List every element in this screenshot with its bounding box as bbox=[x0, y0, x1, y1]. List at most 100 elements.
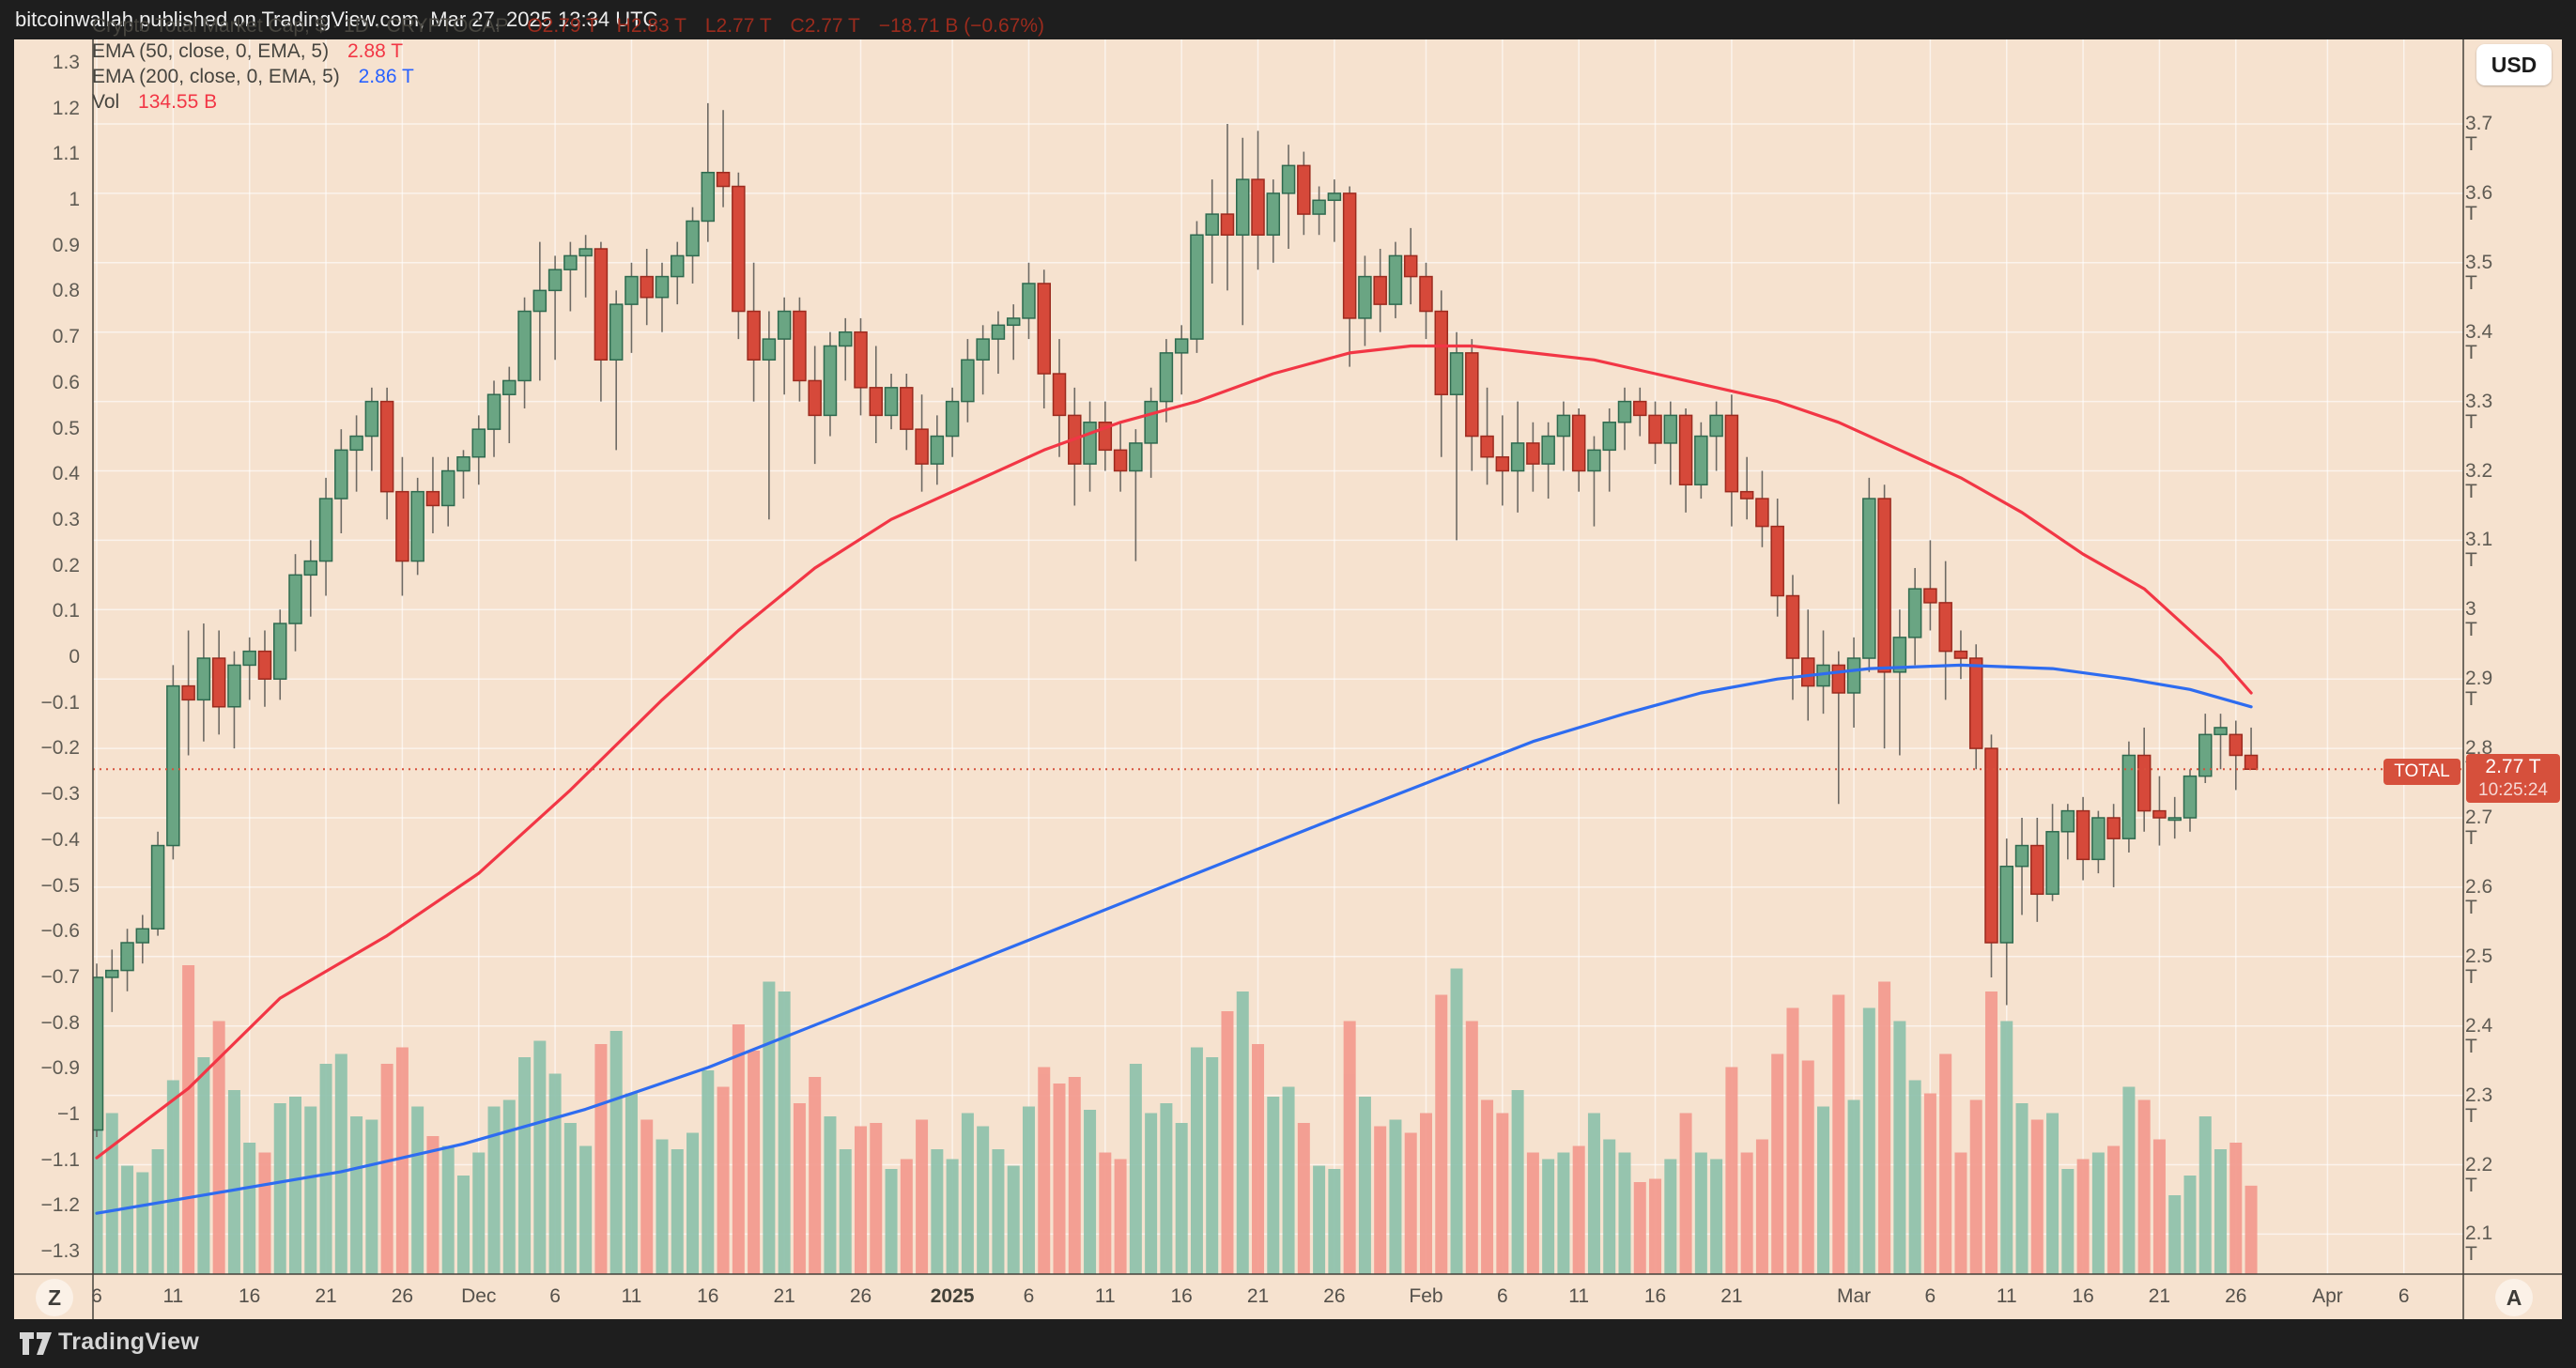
candle bbox=[395, 456, 409, 596]
candle bbox=[1892, 609, 1907, 756]
candle-body-up bbox=[2060, 809, 2075, 833]
candle bbox=[838, 317, 853, 381]
candle bbox=[655, 262, 670, 332]
candle bbox=[640, 249, 654, 326]
candle bbox=[1694, 422, 1708, 500]
volume-bar-up bbox=[961, 1113, 974, 1274]
candle bbox=[1953, 630, 1968, 680]
candle bbox=[1984, 734, 1998, 977]
legend-volume-row[interactable]: Vol 134.55 B bbox=[92, 89, 1044, 115]
candle bbox=[1480, 387, 1494, 485]
candle bbox=[1648, 401, 1662, 465]
candle bbox=[1373, 249, 1387, 332]
candle-body-up bbox=[1022, 283, 1036, 319]
ohlc-change: −18.71 B (−0.67%) bbox=[878, 15, 1044, 37]
candle bbox=[440, 456, 455, 527]
candle-body-down bbox=[1403, 254, 1418, 278]
left-axis-tick-label: 0.1 bbox=[52, 600, 80, 623]
volume-series bbox=[93, 965, 2258, 1274]
time-axis-tick-label: 11 bbox=[1568, 1285, 1590, 1307]
volume-bar-up bbox=[1862, 1007, 1875, 1274]
volume-bar-up bbox=[656, 1139, 669, 1274]
volume-bar-up bbox=[441, 1145, 455, 1274]
candle bbox=[548, 255, 563, 361]
candle bbox=[1358, 255, 1372, 346]
time-axis-tick-label: Apr bbox=[2312, 1285, 2343, 1307]
volume-bar-down bbox=[1465, 1021, 1478, 1274]
left-axis-tick-label: 1.3 bbox=[52, 51, 80, 73]
currency-unit-button[interactable]: USD bbox=[2476, 44, 2552, 85]
candle-body-down bbox=[211, 657, 226, 708]
candle bbox=[1037, 269, 1051, 408]
time-axis-tick-label: 6 bbox=[1496, 1285, 1508, 1307]
volume-bar-down bbox=[717, 1086, 730, 1274]
candle bbox=[1083, 401, 1097, 492]
left-axis-tick-label: −0.2 bbox=[40, 737, 80, 760]
candle bbox=[532, 241, 548, 381]
volume-bar-up bbox=[365, 1119, 378, 1274]
candle bbox=[900, 374, 914, 451]
candle-body-down bbox=[1877, 498, 1891, 673]
volume-bar-up bbox=[1267, 1097, 1280, 1274]
volume-bar-down bbox=[1755, 1139, 1768, 1274]
candle bbox=[1923, 540, 1937, 631]
candle bbox=[1068, 387, 1082, 506]
candle bbox=[609, 290, 624, 451]
candle bbox=[349, 415, 363, 492]
legend-main-row[interactable]: Crypto Total Market Cap, $ · 1D · CRYPTO… bbox=[92, 13, 1044, 38]
left-axis-tick-label: −0.3 bbox=[40, 783, 80, 806]
left-axis-tick-label: −1.1 bbox=[40, 1148, 80, 1171]
volume-bar-up bbox=[136, 1172, 149, 1274]
candle bbox=[334, 429, 348, 534]
time-axis-tick-label: 11 bbox=[1094, 1285, 1116, 1307]
hint-badge-a: A bbox=[2495, 1279, 2533, 1316]
candle bbox=[303, 540, 318, 617]
volume-bar-down bbox=[1114, 1159, 1127, 1274]
volume-bar-up bbox=[1206, 1057, 1219, 1274]
volume-bar-up bbox=[1893, 1021, 1906, 1274]
candle-body-down bbox=[640, 275, 654, 299]
ema200-value: 2.86 T bbox=[358, 66, 414, 87]
volume-bar-up bbox=[533, 1040, 547, 1274]
footer-bar: TradingView bbox=[0, 1319, 2576, 1368]
left-axis-tick-label: −0.1 bbox=[40, 691, 80, 714]
volume-bar-down bbox=[1496, 1113, 1509, 1274]
candle bbox=[211, 630, 226, 735]
left-axis-tick-label: 1 bbox=[69, 189, 80, 210]
volume-bar-up bbox=[166, 1080, 179, 1274]
candle-body-down bbox=[2136, 754, 2152, 812]
candle-body-up bbox=[976, 338, 990, 361]
candle-body-down bbox=[1800, 657, 1815, 687]
candle bbox=[1800, 609, 1815, 721]
candle bbox=[502, 366, 517, 443]
volume-bar-up bbox=[289, 1097, 302, 1274]
volume-bar-up bbox=[1710, 1159, 1723, 1274]
volume-bar-up bbox=[563, 1123, 577, 1274]
candle-body-down bbox=[425, 490, 440, 507]
candle-body-up bbox=[1006, 317, 1021, 327]
legend-ema200-row[interactable]: EMA (200, close, 0, EMA, 5) 2.86 T bbox=[92, 64, 1044, 89]
candle-body-up bbox=[2183, 775, 2198, 819]
candle bbox=[1541, 422, 1555, 500]
candle-body-up bbox=[1159, 352, 1174, 403]
price-axis-tick-label: 3.4 T bbox=[2465, 320, 2493, 363]
candle bbox=[410, 477, 424, 576]
volume-bar-down bbox=[2030, 1119, 2044, 1274]
candle-body-up bbox=[456, 455, 470, 472]
time-axis-tick-label: 26 bbox=[1323, 1285, 1346, 1307]
left-axis-tick-label: 0.3 bbox=[52, 508, 80, 530]
volume-bar-up bbox=[2015, 1103, 2028, 1274]
price-chart-canvas[interactable] bbox=[14, 39, 2562, 1319]
candle-body-up bbox=[288, 574, 302, 624]
legend-ema50-row[interactable]: EMA (50, close, 0, EMA, 5) 2.88 T bbox=[92, 38, 1044, 64]
volume-bar-down bbox=[380, 1064, 393, 1274]
candle-body-down bbox=[915, 428, 929, 465]
time-axis-tick-label: 21 bbox=[1720, 1285, 1743, 1307]
candle bbox=[1785, 575, 1800, 700]
volume-bar-down bbox=[2152, 1139, 2166, 1274]
volume-bar-up bbox=[1603, 1139, 1616, 1274]
candle bbox=[1403, 227, 1418, 305]
candle-series bbox=[93, 102, 2259, 1137]
candle bbox=[1831, 651, 1846, 805]
candle-body-up bbox=[502, 379, 517, 395]
